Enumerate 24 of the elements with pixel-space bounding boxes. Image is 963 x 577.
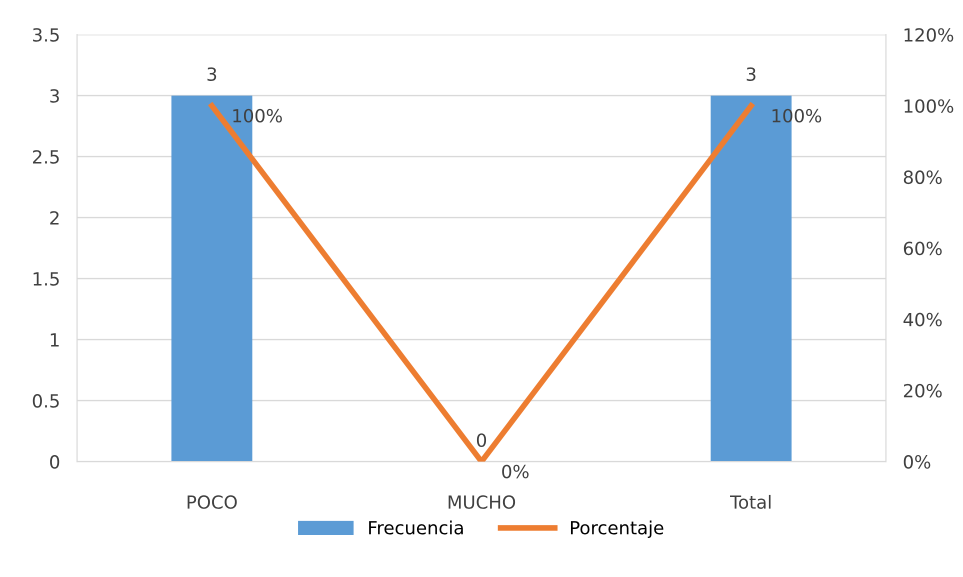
y2-tick-label: 100%: [904, 99, 954, 113]
y-tick-label: 1: [50, 333, 59, 346]
x-tick-label: POCO: [188, 495, 237, 509]
y2-tick-label: 60%: [904, 242, 942, 256]
y-tick-label: 0: [50, 455, 60, 469]
y2-tick-label: 40%: [904, 312, 942, 326]
legend-label: Porcentaje: [570, 520, 664, 538]
y-tick-label: 3.5: [33, 28, 59, 42]
data-label: 3: [746, 67, 756, 82]
y-tick-label: 0.5: [32, 394, 59, 408]
y-tick-label: 1.5: [34, 272, 59, 286]
legend-label: Frecuencia: [369, 520, 463, 535]
y-tick-label: 2.5: [32, 150, 59, 164]
data-label: 3: [207, 67, 216, 82]
x-tick-label: Total: [730, 494, 771, 509]
y-tick-label: 2: [50, 211, 59, 224]
y-tick-label: 3: [50, 89, 59, 103]
data-label: 0%: [502, 464, 529, 478]
y2-tick-label: 20%: [904, 384, 942, 398]
y2-tick-label: 120%: [904, 28, 954, 42]
x-tick-label: MUCHO: [448, 495, 516, 509]
data-label: 0: [476, 433, 486, 447]
y2-tick-label: 0%: [904, 455, 930, 469]
y2-tick-label: 80%: [904, 170, 942, 184]
